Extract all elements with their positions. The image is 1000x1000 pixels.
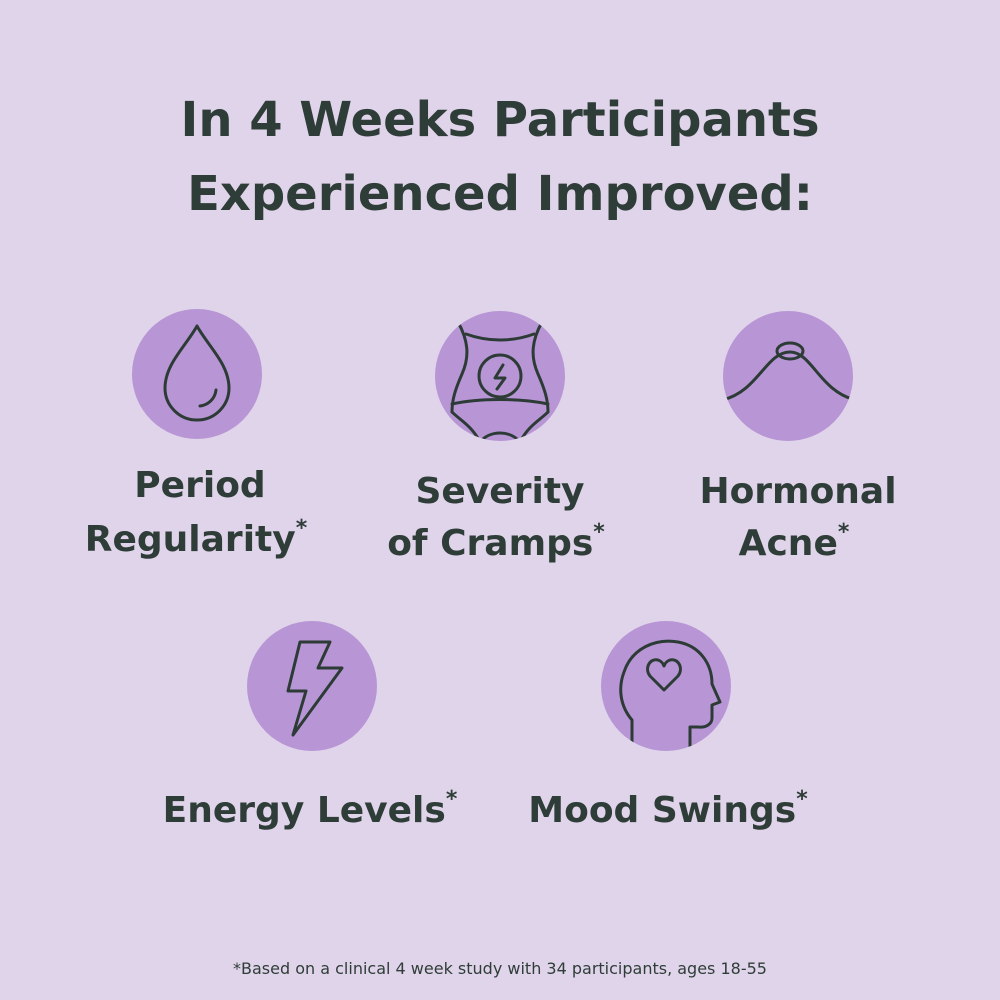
- footnote: *Based on a clinical 4 week study with 3…: [233, 959, 767, 978]
- icon-cramps: [435, 311, 565, 441]
- icon-acne: [723, 311, 853, 441]
- item-label: of Cramps*: [387, 520, 605, 564]
- item-label: Energy Levels*: [163, 787, 458, 831]
- title-line: Experienced Improved:: [187, 166, 813, 222]
- asterisk: *: [796, 787, 808, 812]
- item-label: Hormonal: [699, 471, 896, 512]
- item-label: Acne*: [739, 520, 850, 564]
- asterisk: *: [446, 787, 458, 812]
- icon-energy: [247, 621, 377, 751]
- item-label: Period: [134, 465, 265, 506]
- item-label-line: Mood Swings: [528, 790, 796, 831]
- item-label-line: Regularity: [85, 519, 296, 560]
- asterisk: *: [296, 516, 308, 541]
- item-label: Regularity*: [85, 516, 308, 560]
- item-label: Severity: [416, 471, 585, 512]
- asterisk: *: [593, 520, 605, 545]
- item-label-line: Acne: [739, 523, 838, 564]
- item-label-line: of Cramps: [387, 523, 593, 564]
- title-line: In 4 Weeks Participants: [180, 92, 819, 148]
- icon-drop: [132, 309, 262, 439]
- icon-mood: [601, 621, 731, 751]
- item-label: Mood Swings*: [528, 787, 808, 831]
- asterisk: *: [838, 520, 850, 545]
- item-label-line: Energy Levels: [163, 790, 446, 831]
